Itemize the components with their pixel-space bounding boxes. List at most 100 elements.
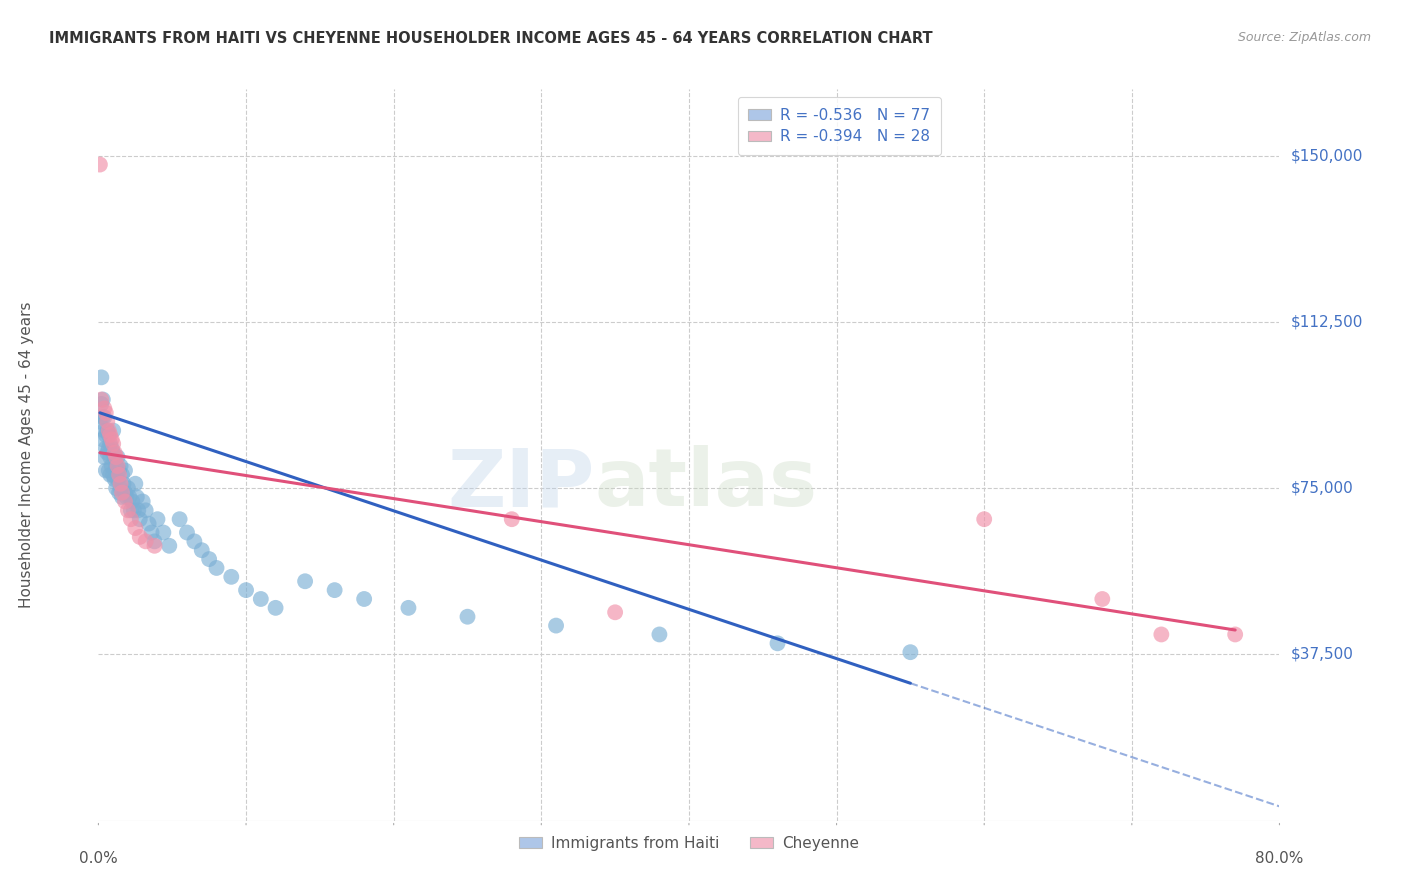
Point bbox=[103, 467, 125, 482]
Point bbox=[98, 428, 121, 442]
Point bbox=[97, 424, 120, 438]
Point bbox=[107, 472, 129, 486]
Point bbox=[111, 490, 134, 504]
Point bbox=[98, 450, 121, 464]
Point bbox=[457, 609, 479, 624]
Point bbox=[100, 433, 122, 447]
Point bbox=[98, 437, 121, 451]
Point bbox=[128, 512, 150, 526]
Point bbox=[250, 592, 273, 607]
Point bbox=[110, 458, 132, 473]
Point bbox=[112, 476, 135, 491]
Point bbox=[122, 503, 145, 517]
Text: 80.0%: 80.0% bbox=[1256, 851, 1303, 866]
Point bbox=[118, 490, 141, 504]
Point bbox=[900, 645, 922, 659]
Point bbox=[114, 463, 136, 477]
Point bbox=[766, 636, 789, 650]
Point bbox=[89, 415, 111, 429]
Point bbox=[146, 512, 169, 526]
Point bbox=[103, 446, 125, 460]
Point bbox=[157, 539, 180, 553]
Point bbox=[107, 450, 129, 464]
Point bbox=[100, 458, 122, 473]
Point bbox=[105, 481, 128, 495]
Point bbox=[94, 428, 117, 442]
Point bbox=[117, 481, 139, 495]
Point bbox=[97, 442, 120, 456]
Point bbox=[103, 437, 125, 451]
Point bbox=[141, 525, 163, 540]
Point bbox=[94, 463, 117, 477]
Point bbox=[93, 410, 115, 425]
Point bbox=[105, 450, 128, 464]
Point bbox=[110, 481, 132, 495]
Point bbox=[323, 583, 346, 598]
Text: Source: ZipAtlas.com: Source: ZipAtlas.com bbox=[1237, 31, 1371, 45]
Point bbox=[605, 605, 627, 619]
Text: $150,000: $150,000 bbox=[1291, 148, 1362, 163]
Point bbox=[93, 424, 115, 438]
Point bbox=[98, 467, 121, 482]
Text: IMMIGRANTS FROM HAITI VS CHEYENNE HOUSEHOLDER INCOME AGES 45 - 64 YEARS CORRELAT: IMMIGRANTS FROM HAITI VS CHEYENNE HOUSEH… bbox=[49, 31, 932, 46]
Point bbox=[205, 561, 228, 575]
Point bbox=[93, 450, 115, 464]
Point bbox=[138, 516, 160, 531]
Point bbox=[176, 525, 198, 540]
Point bbox=[120, 512, 142, 526]
Point bbox=[115, 490, 138, 504]
Point bbox=[91, 410, 114, 425]
Point bbox=[103, 424, 125, 438]
Point bbox=[114, 494, 136, 508]
Point bbox=[221, 570, 243, 584]
Point bbox=[198, 552, 221, 566]
Point bbox=[100, 442, 122, 456]
Point bbox=[135, 503, 157, 517]
Point bbox=[169, 512, 191, 526]
Point bbox=[97, 463, 120, 477]
Point bbox=[124, 521, 146, 535]
Point bbox=[110, 476, 132, 491]
Point bbox=[104, 472, 127, 486]
Point bbox=[117, 503, 139, 517]
Point bbox=[120, 503, 142, 517]
Point bbox=[124, 476, 146, 491]
Point bbox=[114, 485, 136, 500]
Point bbox=[546, 618, 568, 632]
Text: $75,000: $75,000 bbox=[1291, 481, 1354, 496]
Point bbox=[96, 424, 118, 438]
Point bbox=[135, 534, 157, 549]
Legend: Immigrants from Haiti, Cheyenne: Immigrants from Haiti, Cheyenne bbox=[513, 830, 865, 857]
Point bbox=[183, 534, 205, 549]
Point bbox=[91, 433, 114, 447]
Point bbox=[90, 370, 112, 384]
Point bbox=[97, 428, 120, 442]
Point bbox=[1150, 627, 1173, 641]
Point bbox=[235, 583, 257, 598]
Point bbox=[90, 392, 112, 407]
Point bbox=[132, 494, 155, 508]
Point bbox=[108, 463, 131, 477]
Point bbox=[1091, 592, 1114, 607]
Point bbox=[264, 600, 287, 615]
Point bbox=[108, 485, 131, 500]
Point bbox=[111, 467, 134, 482]
Point bbox=[96, 446, 118, 460]
Point bbox=[94, 442, 117, 456]
Point bbox=[121, 494, 143, 508]
Text: ZIP: ZIP bbox=[447, 445, 595, 524]
Point bbox=[107, 458, 129, 473]
Text: atlas: atlas bbox=[595, 445, 817, 524]
Point bbox=[125, 490, 148, 504]
Point bbox=[191, 543, 214, 558]
Point bbox=[127, 503, 149, 517]
Text: $112,500: $112,500 bbox=[1291, 315, 1362, 329]
Point bbox=[91, 392, 114, 407]
Point bbox=[96, 415, 118, 429]
Text: $37,500: $37,500 bbox=[1291, 647, 1354, 662]
Point bbox=[104, 446, 127, 460]
Point bbox=[501, 512, 523, 526]
Point bbox=[108, 467, 131, 482]
Point bbox=[973, 512, 995, 526]
Point bbox=[143, 539, 166, 553]
